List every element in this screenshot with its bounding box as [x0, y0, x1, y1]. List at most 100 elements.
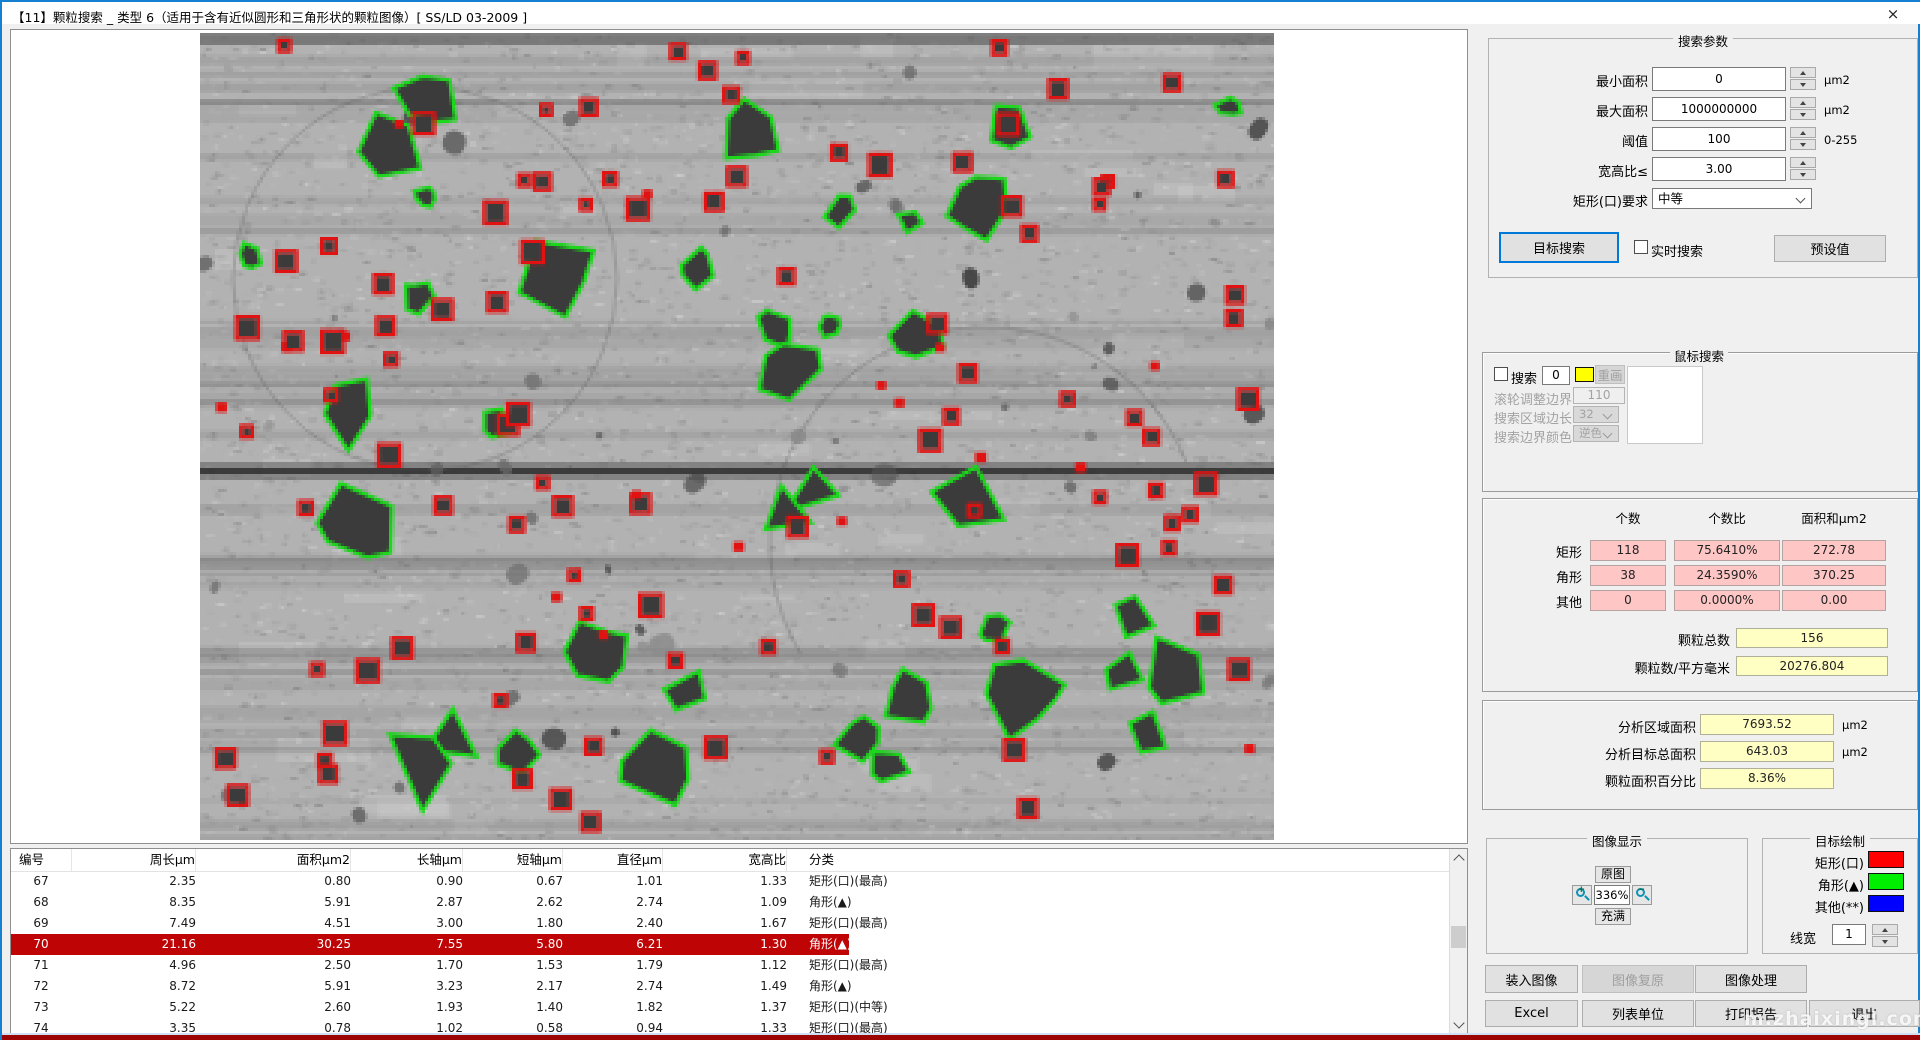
col-header-ratio[interactable]: 宽高比 — [663, 849, 787, 871]
table-cell: 30.25 — [316, 937, 351, 951]
scrollbar-thumb[interactable] — [1451, 926, 1466, 948]
table-cell: 1.93 — [436, 1000, 463, 1014]
spinner-down-icon[interactable] — [1790, 109, 1816, 120]
realtime-search-checkbox[interactable] — [1634, 240, 1648, 254]
table-row[interactable]: 74 3.35 0.78 1.02 0.58 0.94 1.33 矩形(口)(最高) — [11, 1018, 1451, 1034]
max-area-spinner[interactable] — [1790, 97, 1816, 121]
spinner-down-icon[interactable] — [1790, 139, 1816, 150]
table-cell: 矩形(口)(中等) — [809, 1000, 888, 1014]
scroll-down-icon[interactable] — [1450, 1016, 1467, 1033]
line-width-spinner[interactable] — [1872, 924, 1898, 948]
spinner-up-icon[interactable] — [1790, 97, 1816, 108]
target-search-button[interactable]: 目标搜索 — [1499, 232, 1619, 263]
zoom-level-value[interactable]: 336% — [1594, 885, 1630, 905]
analysis-area-unit: μm2 — [1842, 718, 1868, 732]
restore-image-button[interactable]: 图像复原 — [1582, 965, 1694, 993]
table-cell: 矩形(口)(最高) — [809, 1021, 888, 1034]
table-row[interactable]: 72 8.72 5.91 3.23 2.17 2.74 1.49 角形(▲) — [11, 976, 1451, 997]
spinner-up-icon[interactable] — [1790, 157, 1816, 168]
bottom-red-line — [2, 1035, 1920, 1040]
load-image-button[interactable]: 装入图像 — [1485, 965, 1578, 993]
window-title: 【11】颗粒搜索 _ 类型 6（适用于含有近似圆形和三角形状的颗粒图像）[ SS… — [12, 10, 528, 25]
chevron-down-icon — [1602, 409, 1613, 420]
col-header-id[interactable]: 编号 — [11, 849, 72, 871]
col-header-diameter[interactable]: 直径μm — [563, 849, 663, 871]
line-width-label: 线宽 — [1789, 932, 1816, 947]
angle-color-swatch[interactable] — [1868, 873, 1904, 890]
spinner-down-icon[interactable] — [1872, 936, 1898, 947]
table-cell: 8.35 — [169, 895, 196, 909]
table-cell: 0.58 — [536, 1021, 563, 1034]
stats-header-count: 个数 — [1615, 511, 1641, 526]
table-row[interactable]: 69 7.49 4.51 3.00 1.80 2.40 1.67 矩形(口)(最高) — [11, 913, 1451, 934]
table-row[interactable]: 71 4.96 2.50 1.70 1.53 1.79 1.12 矩形(口)(最高) — [11, 955, 1451, 976]
other-color-swatch[interactable] — [1868, 895, 1904, 912]
table-row[interactable]: 73 5.22 2.60 1.93 1.40 1.82 1.37 矩形(口)(中等) — [11, 997, 1451, 1018]
density-value: 20276.804 — [1736, 656, 1888, 676]
table-row[interactable]: 67 2.35 0.80 0.90 0.67 1.01 1.33 矩形(口)(最高) — [11, 871, 1451, 892]
table-cell: 69 — [33, 916, 49, 930]
threshold-spinner[interactable] — [1790, 127, 1816, 151]
rect-requirement-select[interactable]: 中等 — [1652, 188, 1812, 209]
zoom-in-icon[interactable]: + — [1572, 885, 1592, 905]
scroll-up-icon[interactable] — [1450, 849, 1467, 866]
table-cell: 2.87 — [436, 895, 463, 909]
table-cell: 5.80 — [536, 937, 563, 951]
table-scrollbar[interactable] — [1449, 849, 1467, 1033]
spinner-up-icon[interactable] — [1872, 924, 1898, 935]
table-cell: 1.70 — [436, 958, 463, 972]
redraw-button[interactable]: 重画 — [1595, 365, 1625, 384]
density-label: 颗粒数/平方毫米 — [1634, 662, 1730, 677]
zoom-out-icon[interactable]: − — [1632, 885, 1652, 905]
spinner-down-icon[interactable] — [1790, 79, 1816, 90]
table-cell: 7.55 — [436, 937, 463, 951]
aspect-ratio-spinner[interactable] — [1790, 157, 1816, 181]
process-image-button[interactable]: 图像处理 — [1695, 965, 1807, 993]
stats-header-area: 面积和μm2 — [1801, 511, 1867, 526]
table-cell: 21.16 — [161, 937, 196, 951]
table-cell: 5.91 — [324, 895, 351, 909]
min-area-spinner[interactable] — [1790, 67, 1816, 91]
target-draw-group: 目标绘制 — [1762, 831, 1918, 954]
line-width-input[interactable]: 1 — [1832, 924, 1866, 945]
col-header-area[interactable]: 面积μm2 — [196, 849, 351, 871]
table-cell: 1.37 — [760, 1000, 787, 1014]
table-cell: 3.00 — [436, 916, 463, 930]
other-count: 0 — [1590, 590, 1666, 611]
table-row[interactable]: 68 8.35 5.91 2.87 2.62 2.74 1.09 角形(▲) — [11, 892, 1451, 913]
close-icon[interactable]: × — [1886, 5, 1900, 23]
microscopy-image[interactable] — [200, 33, 1274, 840]
rect-color-swatch[interactable] — [1868, 851, 1904, 868]
threshold-input[interactable]: 100 — [1652, 127, 1786, 151]
region-size-select: 32 — [1573, 406, 1619, 423]
fit-button[interactable]: 充满 — [1595, 908, 1631, 925]
table-cell: 2.40 — [636, 916, 663, 930]
max-area-input[interactable]: 1000000000 — [1652, 97, 1786, 121]
boundary-color-swatch[interactable] — [1575, 367, 1594, 382]
mouse-search-checkbox[interactable] — [1494, 367, 1508, 381]
col-header-perimeter[interactable]: 周长μm — [71, 849, 196, 871]
preset-button[interactable]: 预设值 — [1774, 235, 1886, 262]
table-cell: 3.23 — [436, 979, 463, 993]
print-report-button[interactable]: 打印报告 — [1695, 1000, 1807, 1027]
spinner-up-icon[interactable] — [1790, 127, 1816, 138]
col-header-class[interactable]: 分类 — [809, 852, 835, 867]
min-area-input[interactable]: 0 — [1652, 67, 1786, 91]
spinner-down-icon[interactable] — [1790, 169, 1816, 180]
spinner-up-icon[interactable] — [1790, 67, 1816, 78]
stats-row-label: 矩形 — [1555, 546, 1582, 561]
excel-button[interactable]: Excel — [1485, 1000, 1578, 1027]
table-cell: 3.35 — [169, 1021, 196, 1034]
list-unit-button[interactable]: 列表单位 — [1582, 1000, 1694, 1027]
angle-ratio: 24.3590% — [1674, 565, 1780, 586]
col-header-minor[interactable]: 短轴μm — [463, 849, 563, 871]
particle-table-body: 67 2.35 0.80 0.90 0.67 1.01 1.33 矩形(口)(最高) 68 8.3… — [11, 871, 1451, 1034]
col-header-major[interactable]: 长轴μm — [351, 849, 463, 871]
table-cell: 1.67 — [760, 916, 787, 930]
table-row[interactable]: 70 21.16 30.25 7.55 5.80 6.21 1.30 角形(▲) — [11, 934, 1451, 955]
realtime-search-label: 实时搜索 — [1651, 245, 1704, 260]
area-percent-value: 8.36% — [1700, 768, 1834, 789]
mouse-search-count[interactable]: 0 — [1542, 366, 1570, 385]
aspect-ratio-input[interactable]: 3.00 — [1652, 157, 1786, 181]
original-size-button[interactable]: 原图 — [1595, 866, 1631, 883]
